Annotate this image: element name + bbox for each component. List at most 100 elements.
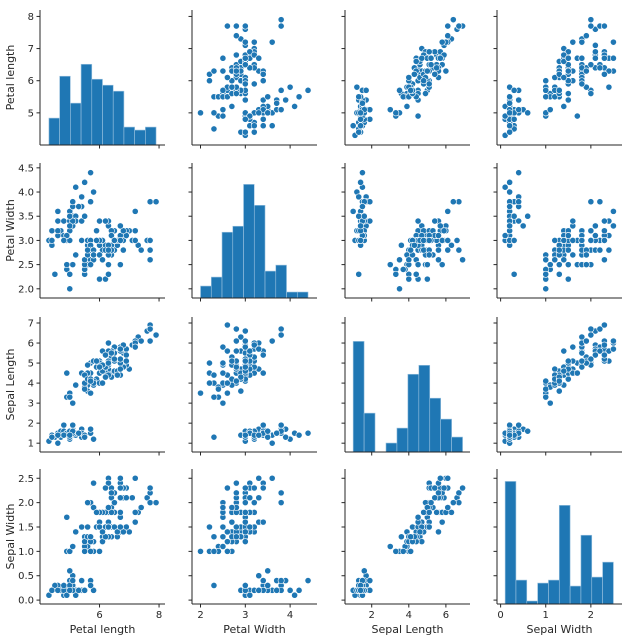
scatter-point	[78, 577, 86, 585]
scatter-point	[268, 337, 276, 345]
scatter-point	[295, 93, 303, 101]
scatter-point	[407, 533, 415, 541]
scatter-point	[587, 90, 595, 97]
scatter-point	[524, 427, 532, 435]
scatter-point	[232, 67, 240, 75]
scatter-point	[134, 241, 142, 249]
scatter-point	[268, 474, 276, 482]
y-tick-label: 3	[28, 399, 34, 410]
scatter-point	[250, 38, 258, 46]
scatter-point	[90, 188, 97, 196]
scatter-point	[386, 261, 394, 269]
scatter-point	[277, 499, 285, 507]
scatter-point	[93, 357, 100, 365]
scatter-point	[197, 547, 204, 555]
scatter-point	[250, 484, 258, 492]
scatter-point	[87, 547, 94, 555]
y-axis-label: Sepal Width	[4, 503, 17, 569]
scatter-point	[610, 38, 617, 46]
subplot-1-0: 2.0 2.5 3.0 3.5 4.0 4.5	[18, 163, 165, 302]
scatter-point	[264, 582, 272, 589]
scatter-point	[425, 508, 433, 516]
scatter-point	[601, 341, 608, 349]
scatter-point	[425, 251, 433, 259]
histogram-bar	[70, 102, 82, 146]
scatter-point	[357, 115, 364, 123]
histogram-bar	[102, 84, 114, 146]
scatter-point	[105, 504, 112, 511]
scatter-point	[219, 399, 227, 407]
scatter-point	[72, 183, 80, 191]
scatter-point	[455, 489, 463, 497]
scatter-point	[510, 237, 518, 244]
scatter-point	[96, 275, 103, 283]
scatter-point	[223, 528, 231, 536]
scatter-point	[546, 106, 554, 114]
scatter-point	[259, 369, 267, 377]
scatter-point	[246, 523, 254, 531]
scatter-point	[84, 523, 92, 531]
scatter-point	[108, 232, 115, 239]
scatter-point	[436, 222, 444, 230]
scatter-point	[403, 103, 411, 110]
scatter-point	[66, 393, 74, 401]
scatter-point	[45, 591, 53, 599]
scatter-point	[131, 508, 139, 516]
scatter-point	[210, 125, 218, 133]
scatter-point	[578, 349, 586, 357]
histogram-bar	[123, 126, 135, 146]
scatter-point	[542, 86, 550, 94]
scatter-point	[405, 74, 413, 81]
scatter-point	[546, 399, 554, 407]
scatter-point	[223, 379, 231, 387]
scatter-point	[54, 439, 62, 447]
scatter-point	[582, 67, 590, 75]
scatter-point	[353, 83, 361, 91]
scatter-point	[219, 67, 227, 75]
y-tick-label: 2.0	[18, 498, 34, 509]
scatter-point	[510, 86, 518, 94]
histogram-bar	[286, 291, 298, 299]
scatter-point	[116, 523, 124, 531]
scatter-point	[96, 363, 103, 371]
scatter-point	[569, 237, 577, 244]
scatter-point	[397, 241, 405, 249]
scatter-point	[237, 373, 245, 381]
scatter-point	[210, 533, 218, 541]
scatter-point	[137, 246, 145, 254]
scatter-point	[416, 528, 424, 536]
scatter-point	[582, 337, 590, 345]
scatter-point	[93, 227, 100, 235]
scatter-point	[542, 285, 550, 293]
scatter-point	[349, 207, 357, 215]
scatter-point	[122, 357, 130, 365]
scatter-point	[75, 203, 83, 210]
x-axis-label: Petal length	[70, 623, 136, 636]
y-tick-label: 0.5	[18, 571, 34, 582]
scatter-point	[241, 115, 249, 123]
scatter-point	[555, 377, 563, 385]
scatter-point	[232, 51, 240, 59]
scatter-point	[241, 337, 249, 345]
scatter-point	[555, 261, 563, 269]
scatter-point	[116, 474, 124, 482]
scatter-point	[392, 547, 400, 555]
scatter-point	[146, 256, 154, 264]
scatter-point	[407, 86, 415, 94]
scatter-point	[427, 54, 435, 62]
subplot-3-0: 0.0 0.5 1.0 1.5 2.0 2.5 6 8	[18, 469, 165, 621]
scatter-point	[515, 106, 523, 114]
scatter-point	[569, 38, 577, 46]
scatter-point	[111, 237, 118, 244]
scatter-point	[87, 533, 94, 541]
scatter-point	[93, 508, 100, 516]
scatter-point	[282, 433, 290, 441]
scatter-point	[414, 513, 422, 521]
scatter-point	[564, 232, 572, 239]
histogram-bar	[407, 373, 420, 453]
scatter-point	[273, 429, 281, 437]
histogram-bar	[451, 436, 463, 453]
scatter-point	[241, 528, 249, 536]
scatter-point	[105, 479, 112, 487]
scatter-point	[246, 591, 254, 599]
